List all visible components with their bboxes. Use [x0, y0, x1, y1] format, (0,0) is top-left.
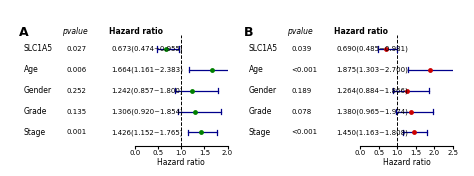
Text: B: B: [244, 26, 254, 39]
Text: 1.242(0.857~1.800): 1.242(0.857~1.800): [111, 87, 183, 94]
X-axis label: Hazard ratio: Hazard ratio: [383, 158, 430, 167]
Text: Gender: Gender: [24, 86, 52, 95]
Text: 0.001: 0.001: [66, 130, 87, 136]
Text: SLC1A5: SLC1A5: [249, 44, 278, 53]
Text: pvalue: pvalue: [287, 27, 312, 36]
Text: Stage: Stage: [249, 128, 271, 137]
Text: 1.664(1.161~2.383): 1.664(1.161~2.383): [111, 67, 183, 73]
Text: <0.001: <0.001: [292, 130, 318, 136]
Text: Hazard ratio: Hazard ratio: [109, 27, 163, 36]
Text: Stage: Stage: [24, 128, 46, 137]
Text: SLC1A5: SLC1A5: [24, 44, 53, 53]
Text: Hazard ratio: Hazard ratio: [334, 27, 388, 36]
Text: 1.426(1.152~1.765): 1.426(1.152~1.765): [111, 129, 183, 136]
Text: 0.078: 0.078: [292, 109, 312, 115]
Text: 0.690(0.485~0.981): 0.690(0.485~0.981): [337, 46, 409, 52]
Text: 0.027: 0.027: [66, 46, 86, 52]
Text: pvalue: pvalue: [62, 27, 87, 36]
Text: 0.252: 0.252: [66, 88, 86, 94]
Text: 1.380(0.965~1.974): 1.380(0.965~1.974): [337, 108, 409, 115]
Text: 1.306(0.920~1.854): 1.306(0.920~1.854): [111, 108, 183, 115]
Text: 0.135: 0.135: [66, 109, 86, 115]
Text: <0.001: <0.001: [292, 67, 318, 73]
Text: 1.450(1.163~1.808): 1.450(1.163~1.808): [337, 129, 409, 136]
Text: 0.039: 0.039: [292, 46, 312, 52]
Text: Grade: Grade: [24, 107, 47, 116]
Text: 0.006: 0.006: [66, 67, 87, 73]
Text: Age: Age: [249, 65, 264, 74]
Text: Grade: Grade: [249, 107, 272, 116]
Text: 1.875(1.303~2.700): 1.875(1.303~2.700): [337, 67, 409, 73]
Text: 1.264(0.884~1.866): 1.264(0.884~1.866): [337, 87, 408, 94]
Text: Age: Age: [24, 65, 38, 74]
Text: 0.673(0.474~0.955): 0.673(0.474~0.955): [111, 46, 183, 52]
Text: A: A: [19, 26, 28, 39]
X-axis label: Hazard ratio: Hazard ratio: [157, 158, 205, 167]
Text: 0.189: 0.189: [292, 88, 312, 94]
Text: Gender: Gender: [249, 86, 277, 95]
